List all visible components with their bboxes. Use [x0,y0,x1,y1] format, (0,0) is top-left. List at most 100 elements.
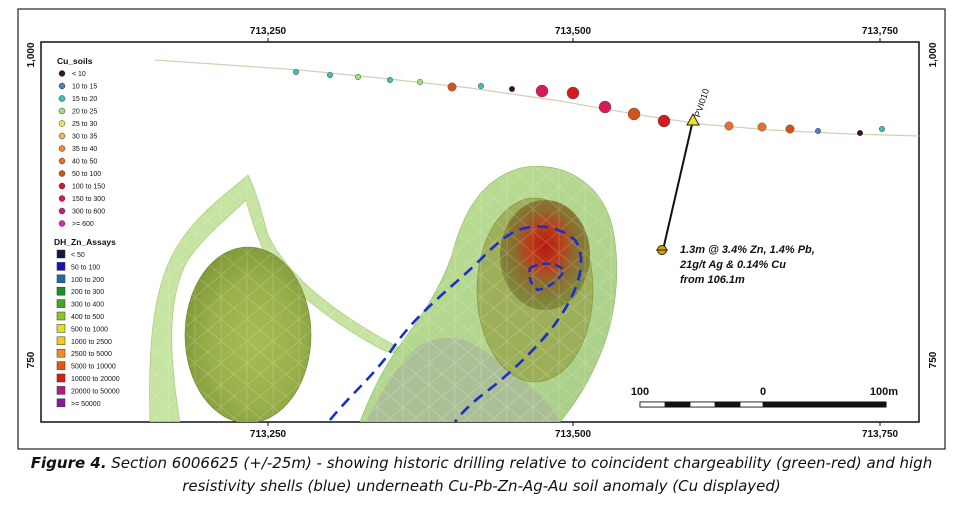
legend-swatch [56,286,66,296]
soil-sample-point [627,107,641,121]
soil-sample-point [657,114,671,128]
x-top-tick: 713,750 [862,26,899,37]
legend-cu-soils: Cu_soils < 10 10 to 15 15 to 20 20 to 25 25 … [57,56,105,228]
soil-sample-point [785,124,795,134]
intercept-annotation: 1.3m @ 3.4% Zn, 1.4% Pb, 21g/t Ag & 0.14… [679,244,815,286]
legend-swatch [56,386,66,395]
legend-label: 2500 to 5000 [71,351,112,358]
soil-sample-point [326,71,334,79]
soil-sample-point [566,86,580,100]
chargeability-core-facets [500,200,590,310]
legend-swatch [58,157,66,165]
legend-label: 100 to 150 [72,184,105,191]
legend-label: 50 to 100 [72,171,101,178]
legend-label: < 10 [72,71,86,78]
annotation-line: 21g/t Ag & 0.14% Cu [679,259,786,271]
outer-frame [17,8,946,450]
legend-label: 20000 to 50000 [71,388,120,395]
legend-label: 150 to 300 [72,196,105,203]
y-axis-left: 1,000 750 [26,42,37,368]
soil-sample-point [757,122,767,132]
soil-sample-point [598,100,612,114]
legend-swatch [58,120,66,127]
y-right-tick: 1,000 [928,42,939,67]
legend-swatch [58,182,66,190]
x-top-tick: 713,250 [250,26,287,37]
legend-label: 40 to 50 [72,159,97,166]
legend-label: < 50 [71,252,85,259]
legend-swatch [56,398,66,408]
soil-sample-point [856,129,864,137]
x-top-tick: 713,500 [555,26,592,37]
legend-label: 15 to 20 [72,96,97,103]
legend-label: 35 to 40 [72,146,97,153]
soil-sample-point [292,68,300,76]
chargeability-shell-thin-facets [149,175,402,422]
soil-sample-point [724,121,734,131]
caption-text: Section 6006625 (+/-25m) - showing histo… [106,454,933,495]
x-bottom-tick: 713,500 [555,429,592,440]
soil-sample-point [535,84,549,98]
legend-swatch [56,274,66,284]
legend-label: 20 to 25 [72,109,97,116]
x-axis-bottom: 713,250 713,500 713,750 [250,422,899,440]
soil-sample-point [878,125,886,133]
legend-label: 5000 to 10000 [71,364,116,371]
legend-label: 50 to 100 [71,264,100,271]
legend-label: 200 to 300 [71,289,104,296]
legend-swatch [56,361,66,370]
soil-sample-point [416,78,424,86]
x-axis-top: 713,250 713,500 713,750 [250,26,899,42]
legend-label: 30 to 35 [72,134,97,141]
y-left-tick: 1,000 [26,42,37,67]
legend-label: 1000 to 2500 [71,339,112,346]
scale-label: 0 [760,386,766,398]
legend-label: 300 to 400 [71,302,104,309]
figure-caption: Figure 4. Section 6006625 (+/-25m) - sho… [0,452,963,498]
x-bottom-tick: 713,250 [250,429,287,440]
legend-swatch [56,348,66,358]
legend-swatch [58,107,66,115]
chargeability-shell-lower-facets [365,337,560,422]
legend-label: 500 to 1000 [71,326,108,333]
scale-bar: 100 0 100m [631,386,898,408]
soil-sample-point [386,76,394,84]
legend-swatch [56,249,66,259]
soil-sample-point [814,127,822,135]
legend-swatch [58,207,66,215]
scale-label: 100m [870,386,898,398]
x-bottom-tick: 713,750 [862,429,899,440]
resistivity-shell-inner-outline [528,262,566,292]
legend-swatch [56,311,66,321]
drillhole-trace [662,119,694,251]
legend-label: >= 600 [72,221,94,228]
legend-cu-title: Cu_soils [57,56,93,66]
legend-label: 25 to 30 [72,121,97,128]
legend-label: 400 to 500 [71,314,104,321]
legend-label: 300 to 600 [72,209,105,216]
legend-swatch [58,170,66,177]
legend-swatch [58,145,66,152]
annotation-line: from 106.1m [680,274,745,286]
y-right-tick: 750 [928,351,939,368]
y-left-tick: 750 [26,351,37,368]
legend-swatch [56,262,66,271]
soil-sample-point [447,82,457,92]
section-figure: 713,250 713,500 713,750 713,250 713,500 … [17,8,946,450]
soil-sample-point [354,73,362,81]
scale-label: 100 [631,386,649,398]
caption-label: Figure 4. [30,454,107,472]
soil-samples [292,68,886,137]
soil-sample-point [508,85,516,93]
legend-swatch [56,299,66,308]
legend-swatch [58,132,66,140]
legend-zn-assays: DH_Zn_Assays < 50 50 to 100 100 to 200 200 … [54,237,120,408]
legend-swatch [58,195,66,202]
legend-swatch [58,82,66,90]
legend-zn-title: DH_Zn_Assays [54,237,116,247]
legend-label: 10 to 15 [72,84,97,91]
drill-collar-icon [686,112,700,126]
legend-label: 100 to 200 [71,277,104,284]
resistivity-shell-outline [328,225,583,422]
soil-sample-point [477,82,485,90]
